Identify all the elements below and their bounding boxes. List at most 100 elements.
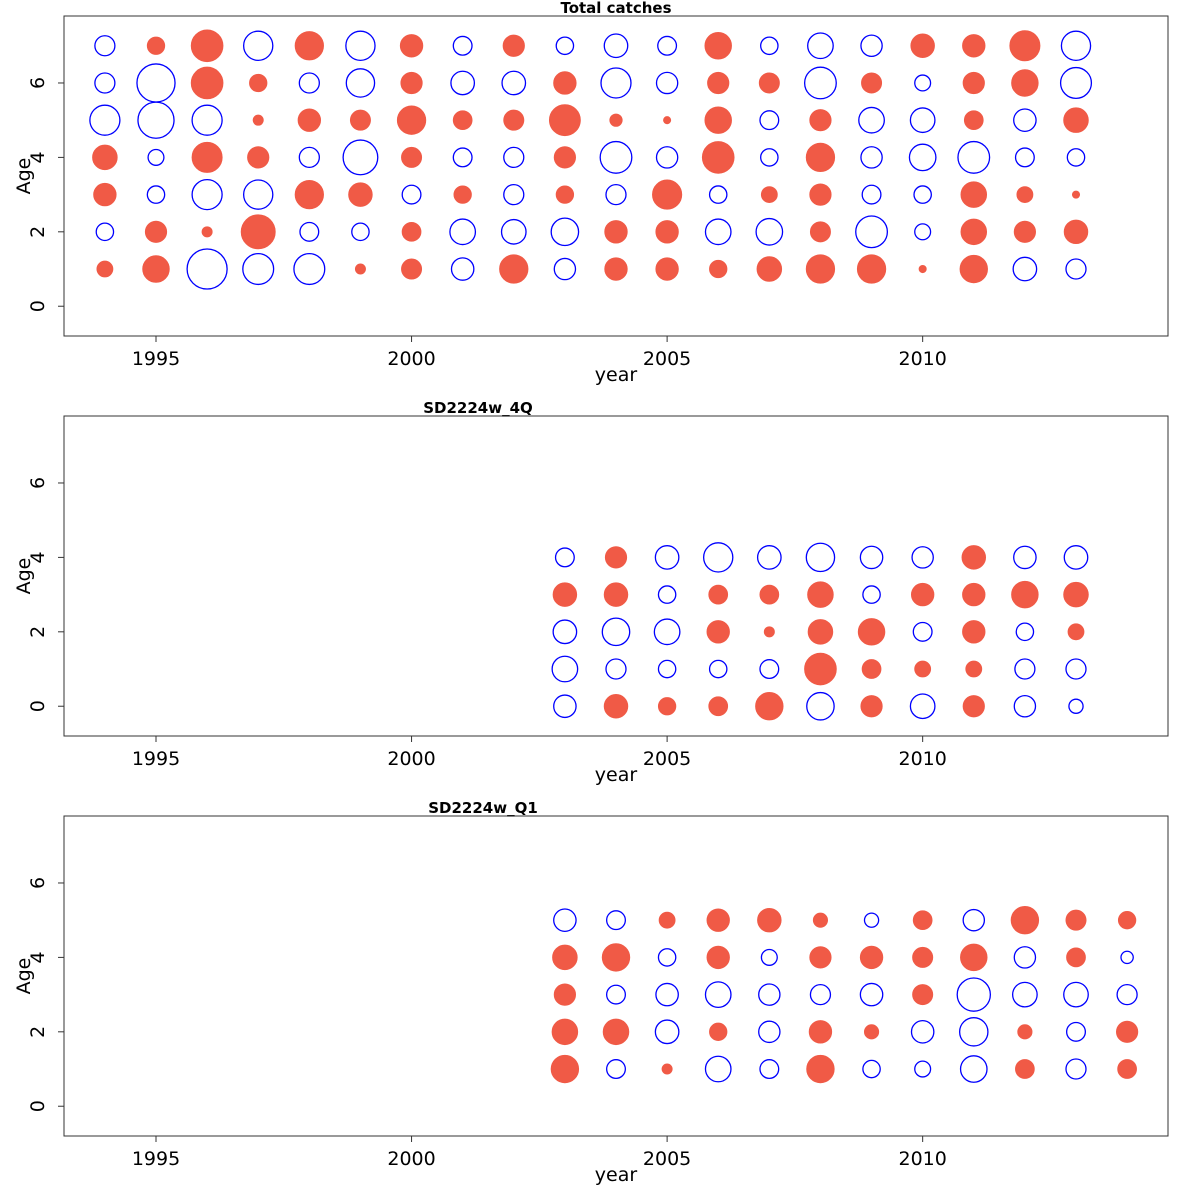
bubble-positive	[708, 584, 729, 605]
bubble-positive	[809, 946, 832, 969]
bubble-negative	[704, 218, 732, 246]
bubble-negative	[603, 33, 629, 59]
bubble-negative	[860, 146, 883, 169]
bubble-positive	[962, 34, 986, 58]
bubble-positive	[657, 697, 677, 716]
bubble-negative	[137, 101, 175, 139]
bubble-positive	[252, 114, 264, 126]
bubble-negative	[500, 218, 527, 245]
bubble-negative	[704, 981, 732, 1009]
bubble-negative	[401, 184, 422, 205]
bubble-positive	[962, 695, 985, 718]
bubble-positive	[1071, 190, 1081, 199]
bubble-positive	[401, 221, 422, 242]
bubble-positive	[960, 181, 988, 208]
bubble-negative	[351, 222, 370, 242]
bubble-negative	[914, 74, 932, 92]
bubble-negative	[147, 148, 165, 166]
bubble-positive	[1116, 1020, 1139, 1043]
bubble-positive	[709, 1022, 728, 1041]
bubble-negative	[855, 215, 889, 249]
bubble-positive	[859, 945, 884, 970]
bubble-positive	[809, 221, 831, 243]
bubble-negative	[503, 183, 525, 206]
bubble-positive	[663, 116, 672, 125]
bubble-positive	[603, 582, 629, 607]
bubble-negative	[909, 107, 936, 134]
bubble-negative	[1066, 148, 1086, 167]
bubble-positive	[1017, 1024, 1033, 1040]
bubble-negative	[909, 693, 936, 720]
x-tick-label: 2005	[643, 748, 691, 770]
bubble-positive	[812, 912, 829, 928]
bubble-positive	[92, 144, 118, 171]
bubble-positive	[240, 214, 276, 250]
bubble-positive	[763, 626, 775, 638]
bubble-negative	[449, 218, 477, 246]
bubble-negative	[1013, 946, 1037, 969]
bubble-positive	[201, 226, 213, 238]
bubble-positive	[401, 146, 423, 168]
bubble-positive	[658, 911, 676, 929]
bubble-negative	[708, 185, 728, 204]
bubble-positive	[965, 660, 983, 678]
bubble-negative	[657, 659, 677, 679]
x-tick-label: 1995	[132, 348, 180, 370]
bubble-negative	[89, 104, 121, 136]
bubble-negative	[806, 691, 835, 721]
bubble-positive	[604, 546, 628, 569]
bubble-positive	[396, 105, 427, 135]
y-tick-label: 2	[27, 626, 49, 638]
bubble-positive	[552, 944, 578, 971]
bubble-positive	[804, 652, 837, 686]
bubble-negative	[293, 252, 326, 286]
bubble-positive	[962, 71, 985, 95]
bubble-negative	[601, 617, 631, 647]
bubble-negative	[242, 179, 274, 210]
x-tick-label: 2010	[898, 348, 946, 370]
y-axis-label: Age	[13, 158, 35, 195]
bubble-positive	[706, 945, 730, 970]
bubble-positive	[857, 618, 886, 646]
bubble-negative	[759, 1059, 780, 1080]
bubble-positive	[962, 582, 986, 607]
bubble-positive	[602, 1018, 630, 1046]
bubble-negative	[912, 621, 933, 642]
bubble-negative	[503, 146, 525, 169]
bubble-positive	[553, 71, 577, 95]
bubble-positive	[912, 946, 934, 968]
bubble-positive	[963, 110, 984, 131]
bubble-negative	[704, 1055, 732, 1083]
bubble-negative	[1013, 694, 1037, 718]
bubble-positive	[349, 109, 371, 131]
bubble-negative	[242, 30, 274, 61]
bubble-negative	[654, 1019, 680, 1045]
bubble-negative	[957, 140, 991, 174]
bubble-negative	[803, 66, 837, 100]
bubble-positive	[609, 113, 623, 127]
bubble-positive	[1011, 580, 1039, 609]
bubble-positive	[400, 71, 423, 95]
y-axis-label: Age	[13, 558, 35, 595]
bubble-positive	[863, 1024, 880, 1040]
bubbles	[89, 29, 1093, 290]
bubble-positive	[553, 146, 576, 169]
panel-3: SD2224w_Q1 1995 2000 2005 2010 0 2 4 6 year Age	[13, 799, 1169, 1186]
bubble-negative	[1060, 30, 1092, 61]
bubble-positive	[709, 259, 728, 279]
bubble-positive	[1063, 219, 1089, 245]
bubble-positive	[755, 692, 784, 721]
bubble-positive	[861, 659, 882, 679]
plot-frame	[63, 815, 1169, 1137]
bubble-negative	[1066, 1021, 1087, 1042]
bubble-positive	[707, 71, 730, 95]
bubble-negative	[605, 658, 627, 680]
bubble-positive	[757, 907, 782, 933]
bubble-negative	[914, 1060, 932, 1078]
y-tick-label: 6	[27, 77, 49, 89]
bubble-positive	[808, 1020, 833, 1044]
bubble-negative	[1068, 698, 1084, 714]
bubble-negative	[299, 221, 320, 242]
x-tick-label: 2000	[387, 348, 435, 370]
bubble-positive	[912, 984, 934, 1006]
